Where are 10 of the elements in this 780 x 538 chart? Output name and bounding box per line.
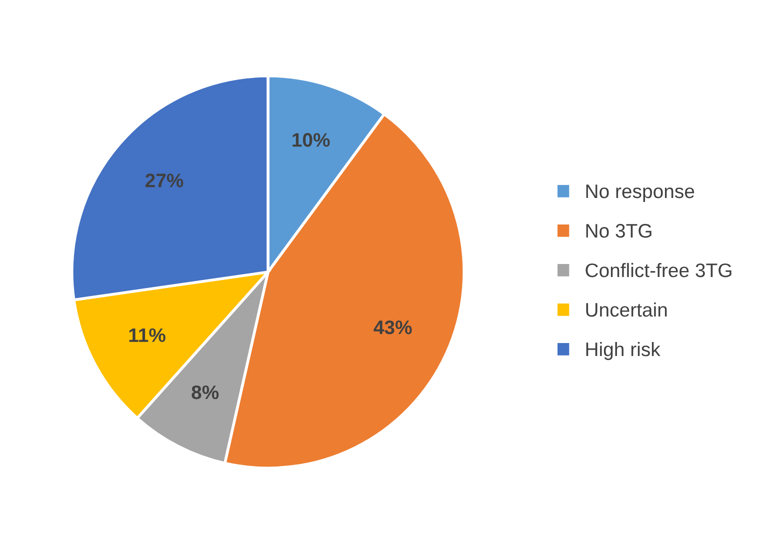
legend-label: Uncertain (586, 302, 667, 317)
legend-label: High risk (586, 342, 660, 360)
data-label: 27% (145, 174, 184, 188)
data-label: 8% (192, 385, 219, 400)
legend-label: No response (586, 184, 694, 202)
data-label: 43% (374, 320, 412, 334)
data-label: 10% (292, 133, 330, 147)
legend-label: Conflict-free 3TG (586, 262, 732, 278)
data-label: 11% (129, 328, 166, 342)
legend-label: No 3TG (586, 224, 652, 238)
